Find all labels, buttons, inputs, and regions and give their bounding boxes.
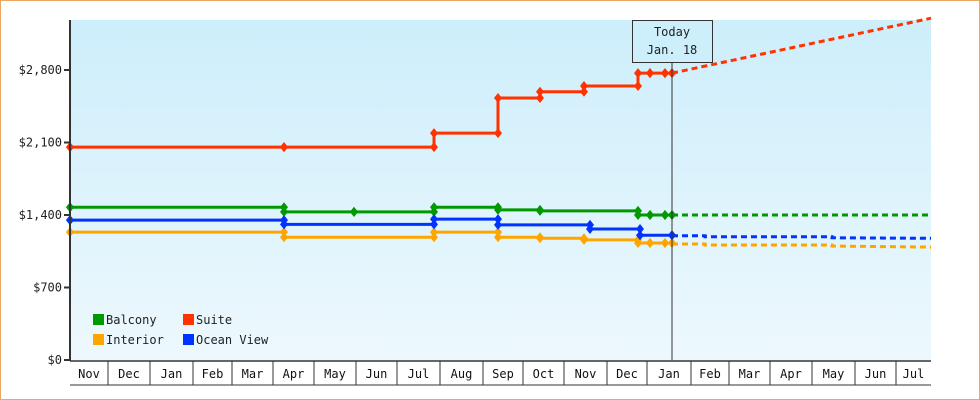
legend-item-suite[interactable]: Suite (183, 313, 232, 327)
data-point-marker[interactable] (646, 68, 654, 79)
data-point-marker[interactable] (661, 210, 669, 220)
month-label: Apr (780, 367, 802, 381)
data-point-marker[interactable] (494, 204, 502, 215)
data-point-marker[interactable] (494, 128, 502, 139)
month-label: Nov (575, 367, 597, 381)
data-point-marker[interactable] (280, 142, 288, 153)
y-tick-label: $2,100 (19, 136, 62, 150)
legend-swatch (93, 314, 104, 325)
y-tick-label: $0 (48, 353, 62, 367)
data-point-marker[interactable] (430, 202, 438, 213)
data-point-marker[interactable] (430, 219, 438, 230)
month-label: Jul (408, 367, 430, 381)
data-point-marker[interactable] (536, 86, 544, 97)
y-tick-label: $2,800 (19, 63, 62, 77)
data-point-marker[interactable] (634, 237, 642, 248)
data-point-marker[interactable] (646, 210, 654, 220)
data-point-marker[interactable] (636, 223, 644, 234)
data-point-marker[interactable] (580, 81, 588, 92)
data-point-marker[interactable] (430, 232, 438, 243)
month-label: Jan (161, 367, 183, 381)
month-label: May (823, 367, 845, 381)
data-point-marker[interactable] (430, 128, 438, 139)
data-point-marker[interactable] (430, 227, 438, 238)
month-label: Jun (865, 367, 887, 381)
series-ocean-view (66, 214, 932, 241)
month-label: Mar (739, 367, 761, 381)
month-label: Aug (451, 367, 473, 381)
data-point-marker[interactable] (430, 142, 438, 153)
month-label: Mar (242, 367, 264, 381)
axes-layer: $0 $700 $1,400 $2,100 $2,800 Nov Dec Jan Feb Mar A… (19, 20, 931, 386)
month-label: Jan (658, 367, 680, 381)
legend: Balcony Suite Interior Ocean View (93, 313, 269, 347)
legend-swatch (183, 334, 194, 345)
today-box (632, 20, 713, 63)
data-point-marker[interactable] (661, 68, 669, 79)
data-point-marker[interactable] (494, 92, 502, 103)
series-layer (66, 16, 932, 249)
data-point-marker[interactable] (280, 206, 288, 217)
y-tick-label: $700 (33, 281, 62, 295)
data-point-marker[interactable] (580, 234, 588, 245)
month-label: Apr (283, 367, 305, 381)
data-point-marker[interactable] (494, 219, 502, 230)
data-point-marker[interactable] (494, 227, 502, 238)
month-label: Dec (616, 367, 638, 381)
today-date: Jan. 18 (647, 43, 698, 57)
data-point-marker[interactable] (634, 81, 642, 92)
data-point-marker[interactable] (430, 214, 438, 225)
month-label: Dec (118, 367, 140, 381)
data-point-marker[interactable] (536, 92, 544, 103)
today-label: Today (654, 25, 690, 39)
data-point-marker[interactable] (536, 233, 544, 244)
data-point-marker[interactable] (661, 237, 669, 248)
legend-item-ocean-view[interactable]: Ocean View (183, 333, 269, 347)
data-point-marker[interactable] (634, 68, 642, 79)
month-label: Feb (699, 367, 721, 381)
legend-label: Interior (106, 333, 164, 347)
data-point-marker[interactable] (536, 205, 544, 216)
month-label: Jun (366, 367, 388, 381)
legend-item-balcony[interactable]: Balcony (93, 313, 157, 327)
data-point-marker[interactable] (280, 219, 288, 230)
data-point-marker[interactable] (580, 86, 588, 97)
today-marker: Today Jan. 18 (632, 20, 713, 360)
legend-label: Balcony (106, 313, 157, 327)
data-point-marker[interactable] (280, 232, 288, 243)
y-tick-label: $1,400 (19, 208, 62, 222)
legend-label: Ocean View (196, 333, 269, 347)
series-interior (66, 227, 932, 249)
data-point-marker[interactable] (280, 227, 288, 238)
month-label: Feb (202, 367, 224, 381)
month-label: Nov (78, 367, 100, 381)
legend-swatch (183, 314, 194, 325)
data-point-marker[interactable] (350, 206, 358, 217)
data-point-marker[interactable] (634, 210, 642, 220)
month-label: Jul (903, 367, 925, 381)
data-point-marker[interactable] (636, 230, 644, 241)
data-point-marker[interactable] (586, 223, 594, 234)
data-point-marker[interactable] (494, 214, 502, 225)
data-point-marker[interactable] (646, 237, 654, 248)
data-point-marker[interactable] (494, 232, 502, 243)
legend-label: Suite (196, 313, 232, 327)
month-label: Oct (533, 367, 555, 381)
legend-swatch (93, 334, 104, 345)
projection-line (671, 16, 932, 75)
legend-item-interior[interactable]: Interior (93, 333, 164, 347)
month-label: Sep (492, 367, 514, 381)
plot-area (70, 20, 931, 360)
series-suite (66, 16, 932, 153)
month-label: May (324, 367, 346, 381)
